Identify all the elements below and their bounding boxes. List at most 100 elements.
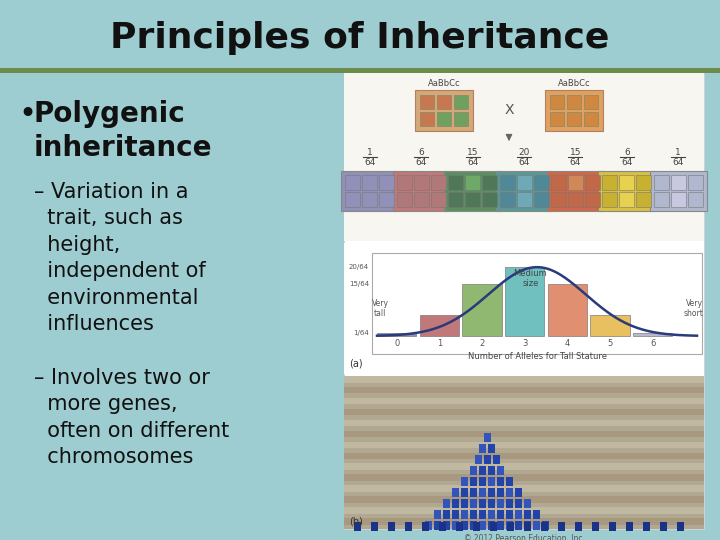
- Text: (a): (a): [349, 359, 363, 369]
- Text: – Involves two or
  more genes,
  often on different
  chromosomes: – Involves two or more genes, often on d…: [34, 368, 229, 467]
- Text: 15: 15: [570, 148, 581, 157]
- Text: 64: 64: [415, 158, 427, 167]
- Bar: [482, 175, 497, 190]
- Bar: [397, 192, 412, 207]
- Bar: [443, 510, 450, 519]
- Bar: [345, 192, 360, 207]
- Bar: [461, 477, 468, 486]
- Bar: [671, 192, 685, 207]
- Bar: [585, 175, 600, 190]
- Bar: [372, 253, 702, 354]
- Bar: [603, 192, 617, 207]
- Text: 6: 6: [650, 339, 655, 348]
- Bar: [452, 510, 459, 519]
- Bar: [590, 315, 629, 336]
- Bar: [473, 522, 480, 531]
- Bar: [550, 95, 564, 109]
- Bar: [461, 521, 468, 530]
- Bar: [479, 466, 486, 475]
- Bar: [541, 522, 548, 531]
- FancyBboxPatch shape: [649, 171, 707, 211]
- Bar: [420, 95, 434, 109]
- Text: 20: 20: [518, 148, 530, 157]
- Text: © 2012 Pearson Education, Inc.: © 2012 Pearson Education, Inc.: [464, 534, 585, 540]
- Bar: [479, 488, 486, 497]
- Bar: [479, 521, 486, 530]
- Bar: [354, 522, 361, 531]
- Text: 0: 0: [394, 339, 400, 348]
- Bar: [431, 175, 446, 190]
- Text: Very
short: Very short: [684, 299, 704, 318]
- Bar: [688, 192, 703, 207]
- Text: 5: 5: [608, 339, 613, 348]
- Bar: [506, 488, 513, 497]
- Bar: [461, 488, 468, 497]
- FancyBboxPatch shape: [415, 90, 473, 131]
- Bar: [534, 192, 549, 207]
- Bar: [461, 510, 468, 519]
- Bar: [344, 376, 704, 529]
- Bar: [609, 522, 616, 531]
- Bar: [344, 463, 704, 470]
- Bar: [344, 430, 704, 437]
- Bar: [465, 175, 480, 190]
- Bar: [344, 243, 704, 374]
- Text: 64: 64: [518, 158, 530, 167]
- Bar: [524, 522, 531, 531]
- Text: 6: 6: [624, 148, 630, 157]
- Bar: [461, 499, 468, 508]
- Bar: [506, 499, 513, 508]
- Bar: [344, 474, 704, 481]
- Bar: [497, 499, 504, 508]
- Bar: [603, 175, 617, 190]
- Bar: [515, 510, 522, 519]
- Text: •: •: [18, 100, 36, 129]
- Bar: [379, 192, 395, 207]
- Bar: [422, 522, 429, 531]
- Bar: [344, 409, 704, 415]
- Bar: [434, 521, 441, 530]
- Bar: [379, 175, 395, 190]
- Bar: [497, 488, 504, 497]
- Bar: [362, 175, 377, 190]
- Bar: [344, 420, 704, 426]
- Text: 3: 3: [522, 339, 527, 348]
- Bar: [0, 68, 720, 73]
- Bar: [484, 455, 490, 464]
- Bar: [388, 522, 395, 531]
- Bar: [443, 499, 450, 508]
- Bar: [534, 175, 549, 190]
- Bar: [344, 485, 704, 492]
- Text: 1: 1: [436, 339, 442, 348]
- Text: 64: 64: [467, 158, 478, 167]
- Bar: [344, 73, 704, 241]
- Bar: [515, 521, 522, 530]
- Bar: [470, 499, 477, 508]
- Bar: [470, 521, 477, 530]
- Bar: [434, 510, 441, 519]
- Text: 1: 1: [366, 148, 372, 157]
- Bar: [437, 112, 451, 126]
- Bar: [344, 387, 704, 394]
- Text: Principles of Inheritance: Principles of Inheritance: [110, 21, 610, 55]
- Bar: [548, 285, 587, 336]
- Bar: [437, 95, 451, 109]
- Bar: [500, 175, 515, 190]
- Bar: [677, 522, 684, 531]
- Text: 20/64: 20/64: [349, 264, 369, 270]
- Text: 64: 64: [621, 158, 633, 167]
- Bar: [524, 510, 531, 519]
- Text: 4: 4: [564, 339, 570, 348]
- Bar: [524, 521, 531, 530]
- Bar: [542, 521, 549, 530]
- Bar: [405, 522, 412, 531]
- FancyBboxPatch shape: [495, 171, 552, 211]
- Bar: [551, 175, 566, 190]
- Bar: [515, 499, 522, 508]
- Bar: [497, 466, 504, 475]
- Bar: [452, 488, 459, 497]
- Bar: [448, 175, 463, 190]
- Bar: [344, 398, 704, 404]
- Bar: [585, 192, 600, 207]
- Bar: [344, 453, 704, 459]
